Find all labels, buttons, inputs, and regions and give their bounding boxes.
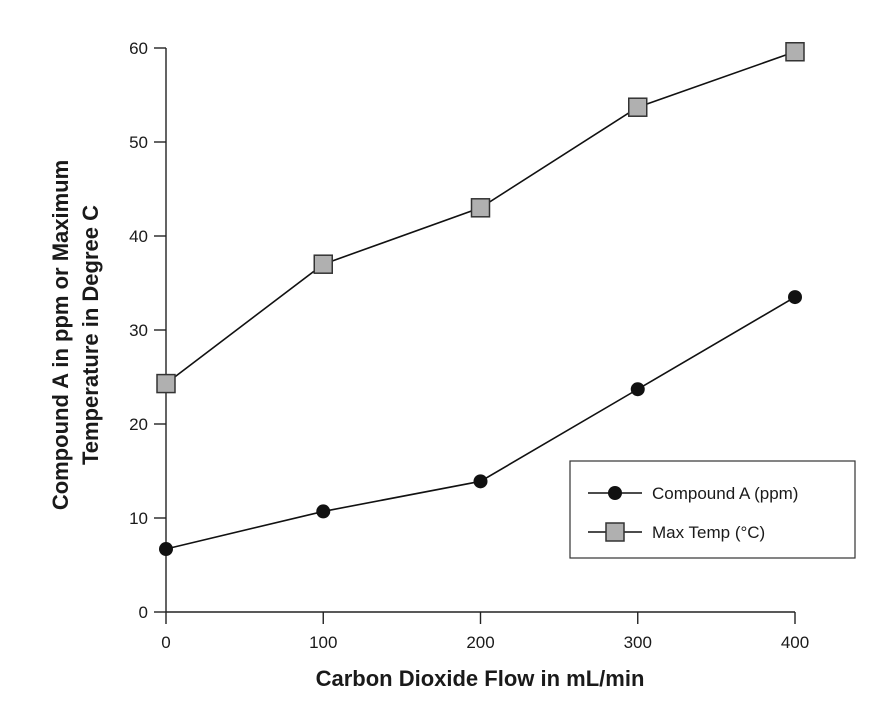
legend-marker-compound-a xyxy=(608,486,622,500)
y-tick-label: 40 xyxy=(129,227,148,246)
series-line-max-temp xyxy=(165,51,796,385)
x-tick-label: 400 xyxy=(781,633,809,652)
data-point-compound-a xyxy=(473,474,488,489)
axes: 0 10 20 30 40 50 60 0 100 200 300 400 xyxy=(129,39,809,652)
y-axis-title-line2: Temperature in Degree C xyxy=(78,205,103,465)
legend-marker-max-temp xyxy=(605,522,625,542)
x-tick-label: 100 xyxy=(309,633,337,652)
y-tick-label: 10 xyxy=(129,509,148,528)
y-tick-label: 20 xyxy=(129,415,148,434)
legend: Compound A (ppm) Max Temp (°C) xyxy=(569,460,856,559)
data-point-max-temp xyxy=(156,373,176,394)
legend-box xyxy=(569,460,856,559)
data-point-compound-a xyxy=(316,504,331,519)
data-point-max-temp xyxy=(470,198,491,218)
legend-label-compound-a: Compound A (ppm) xyxy=(652,484,798,503)
data-point-compound-a xyxy=(630,382,645,397)
x-axis-title: Carbon Dioxide Flow in mL/min xyxy=(316,666,645,691)
data-point-max-temp xyxy=(313,254,333,274)
x-tick-label: 0 xyxy=(161,633,170,652)
y-tick-label: 30 xyxy=(129,321,148,340)
data-point-compound-a xyxy=(788,290,802,305)
legend-label-max-temp: Max Temp (°C) xyxy=(652,523,765,542)
data-point-compound-a xyxy=(159,542,173,557)
y-tick-label: 60 xyxy=(129,39,148,58)
x-tick-label: 300 xyxy=(624,633,652,652)
y-tick-label: 0 xyxy=(139,603,148,622)
data-point-max-temp xyxy=(628,97,648,117)
data-point-max-temp xyxy=(785,42,805,62)
series-layer xyxy=(156,42,805,557)
x-tick-label: 200 xyxy=(466,633,494,652)
y-axis-title-line1: Compound A in ppm or Maximum xyxy=(48,160,73,510)
y-tick-label: 50 xyxy=(129,133,148,152)
